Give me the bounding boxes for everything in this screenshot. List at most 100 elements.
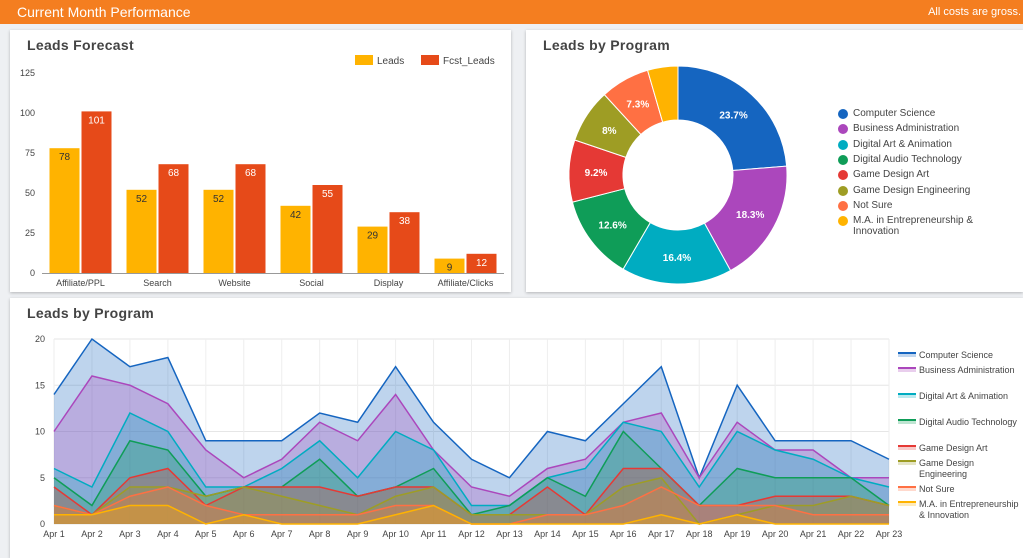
legend-line-icon	[898, 393, 916, 398]
legend-dot-icon	[838, 154, 848, 165]
donut-legend-item: Digital Art & Animation	[838, 139, 1008, 150]
bar-fcst-leads-affiliate-ppl	[81, 111, 112, 274]
bar-leads-display	[357, 226, 388, 273]
x-tick-label: Apr 21	[800, 529, 827, 539]
donut-slice-m-a-in-entrepreneurship-innovation	[646, 65, 679, 123]
bar-fcst-leads-social	[312, 185, 343, 273]
leads-forecast-title: Leads Forecast	[27, 37, 134, 53]
legend-dot-icon	[838, 109, 848, 119]
area-legend-label: Digital Art & Animation	[919, 391, 1009, 401]
bar-value-label: 29	[367, 231, 379, 242]
bar-value-label: 52	[213, 194, 225, 205]
area-fill-game-design-art	[54, 468, 889, 524]
donut-legend-item: Computer Science	[838, 108, 1008, 119]
area-legend-label: Not Sure	[919, 484, 955, 494]
x-tick-label: Apr 15	[572, 529, 599, 539]
donut-slice-computer-science	[677, 65, 788, 172]
legend-dot-icon	[838, 200, 848, 211]
legend-dot-icon	[838, 170, 848, 181]
area-legend-label: Digital Audio Technology	[919, 417, 1017, 427]
area-legend-item: Business Administration	[898, 365, 1020, 376]
legend-swatch-leads	[355, 55, 373, 65]
donut-legend-item: Business Administration	[838, 123, 1008, 135]
donut-legend-label: Game Design Art	[853, 169, 930, 181]
leads-forecast-chart: 0 25 50 75 100 125 78 101 Affiliate/PPL 52 68 Searc…	[20, 55, 504, 288]
x-tick-label: Apr 10	[382, 529, 409, 539]
donut-legend-label: Not Sure	[853, 199, 893, 211]
y-tick-label: 25	[25, 228, 35, 238]
y-tick-label: 50	[25, 188, 35, 198]
area-legend-item: Not Sure	[898, 484, 1020, 495]
donut-slice-label: 8%	[602, 126, 617, 137]
x-tick-label: Apr 12	[458, 529, 485, 539]
leads-forecast-panel: Leads Forecast 0 25 50 75 100 125 78 101 Affilia…	[10, 30, 511, 292]
legend-line-icon	[898, 352, 916, 357]
x-tick-label: Affiliate/Clicks	[438, 278, 494, 288]
x-tick-label: Apr 6	[233, 529, 255, 539]
area-line-digital-art-animation	[53, 412, 890, 507]
donut-legend-label: Business Administration	[853, 123, 960, 135]
y-tick-label: 100	[20, 108, 35, 118]
area-legend-label: Game Design Engineering	[919, 458, 975, 479]
area-line-game-design-engineering	[53, 476, 890, 525]
y-tick-label: 75	[25, 148, 35, 158]
x-tick-label: Apr 7	[271, 529, 293, 539]
x-tick-label: Apr 16	[610, 529, 637, 539]
x-tick-label: Apr 11	[421, 529, 447, 539]
bar-leads-affiliate-clicks	[434, 258, 465, 273]
legend-swatch-fcst-leads	[421, 55, 439, 65]
y-tick-label: 15	[35, 380, 45, 390]
donut-legend-item: Digital Audio Technology	[838, 154, 1008, 165]
area-line-computer-science	[53, 337, 890, 480]
x-tick-label: Apr 19	[724, 529, 751, 539]
area-legend-label: Game Design Art	[919, 443, 988, 453]
donut-legend-label: M.A. in Entrepreneurship & Innovation	[853, 215, 974, 238]
donut-legend-label: Digital Audio Technology	[853, 153, 962, 165]
x-tick-label: Affiliate/PPL	[56, 278, 105, 288]
area-legend-item: Digital Art & Animation	[898, 391, 1020, 402]
legend-dot-icon	[838, 216, 848, 227]
page-title: Current Month Performance	[17, 4, 191, 20]
area-legend-item: Digital Audio Technology	[898, 417, 1020, 428]
x-tick-label: Apr 4	[157, 529, 179, 539]
bar-value-label: 38	[399, 216, 411, 227]
bar-value-label: 78	[59, 152, 71, 163]
donut-legend-item: Not Sure	[838, 200, 1008, 211]
x-tick-label: Apr 9	[347, 529, 369, 539]
donut-slice-label: 7.3%	[626, 100, 649, 111]
bar-value-label: 52	[136, 194, 148, 205]
x-tick-label: Apr 18	[686, 529, 713, 539]
header-bar: Current Month Performance All costs are …	[0, 0, 1023, 24]
cost-note: All costs are gross.	[928, 6, 1021, 18]
x-tick-label: Apr 8	[309, 529, 331, 539]
leads-by-program-area-chart: 0 5 10 15 20 Apr 1 Apr 2 Apr 3 Apr 4 Apr 5 Apr 6 Ap…	[35, 334, 902, 539]
area-line-business-administration	[53, 375, 889, 498]
bar-value-label: 68	[245, 168, 257, 179]
leads-by-program-donut-chart: 23.7% 18.3% 16.4% 12.6% 9.2% 8% 7.3%	[568, 65, 788, 285]
bar-value-label: 42	[290, 210, 302, 221]
legend-line-icon	[898, 419, 916, 424]
x-tick-label: Apr 3	[119, 529, 141, 539]
bar-value-label: 101	[88, 115, 105, 126]
x-tick-label: Apr 22	[838, 529, 865, 539]
x-tick-label: Apr 13	[496, 529, 523, 539]
donut-legend-label: Digital Art & Animation	[853, 138, 952, 150]
area-fill-game-design-engineering	[54, 477, 889, 524]
x-tick-label: Apr 2	[81, 529, 103, 539]
x-tick-label: Website	[218, 278, 250, 288]
y-tick-label: 0	[40, 519, 45, 529]
bar-value-label: 9	[447, 263, 453, 274]
donut-slice-label: 16.4%	[663, 253, 691, 264]
legend-dot-icon	[838, 185, 848, 196]
bar-value-label: 55	[322, 189, 334, 200]
x-tick-label: Apr 14	[534, 529, 561, 539]
legend-line-icon	[898, 486, 916, 491]
donut-slice-label: 12.6%	[598, 220, 626, 231]
area-legend-item: Game Design Engineering	[898, 458, 1020, 480]
legend-label-fcst-leads: Fcst_Leads	[443, 56, 495, 67]
bar-value-label: 68	[168, 168, 180, 179]
legend-line-icon	[898, 367, 916, 372]
donut-slice-label: 9.2%	[585, 168, 608, 179]
area-legend-label: Computer Science	[919, 350, 994, 360]
donut-legend-item: Game Design Art	[838, 169, 1008, 181]
